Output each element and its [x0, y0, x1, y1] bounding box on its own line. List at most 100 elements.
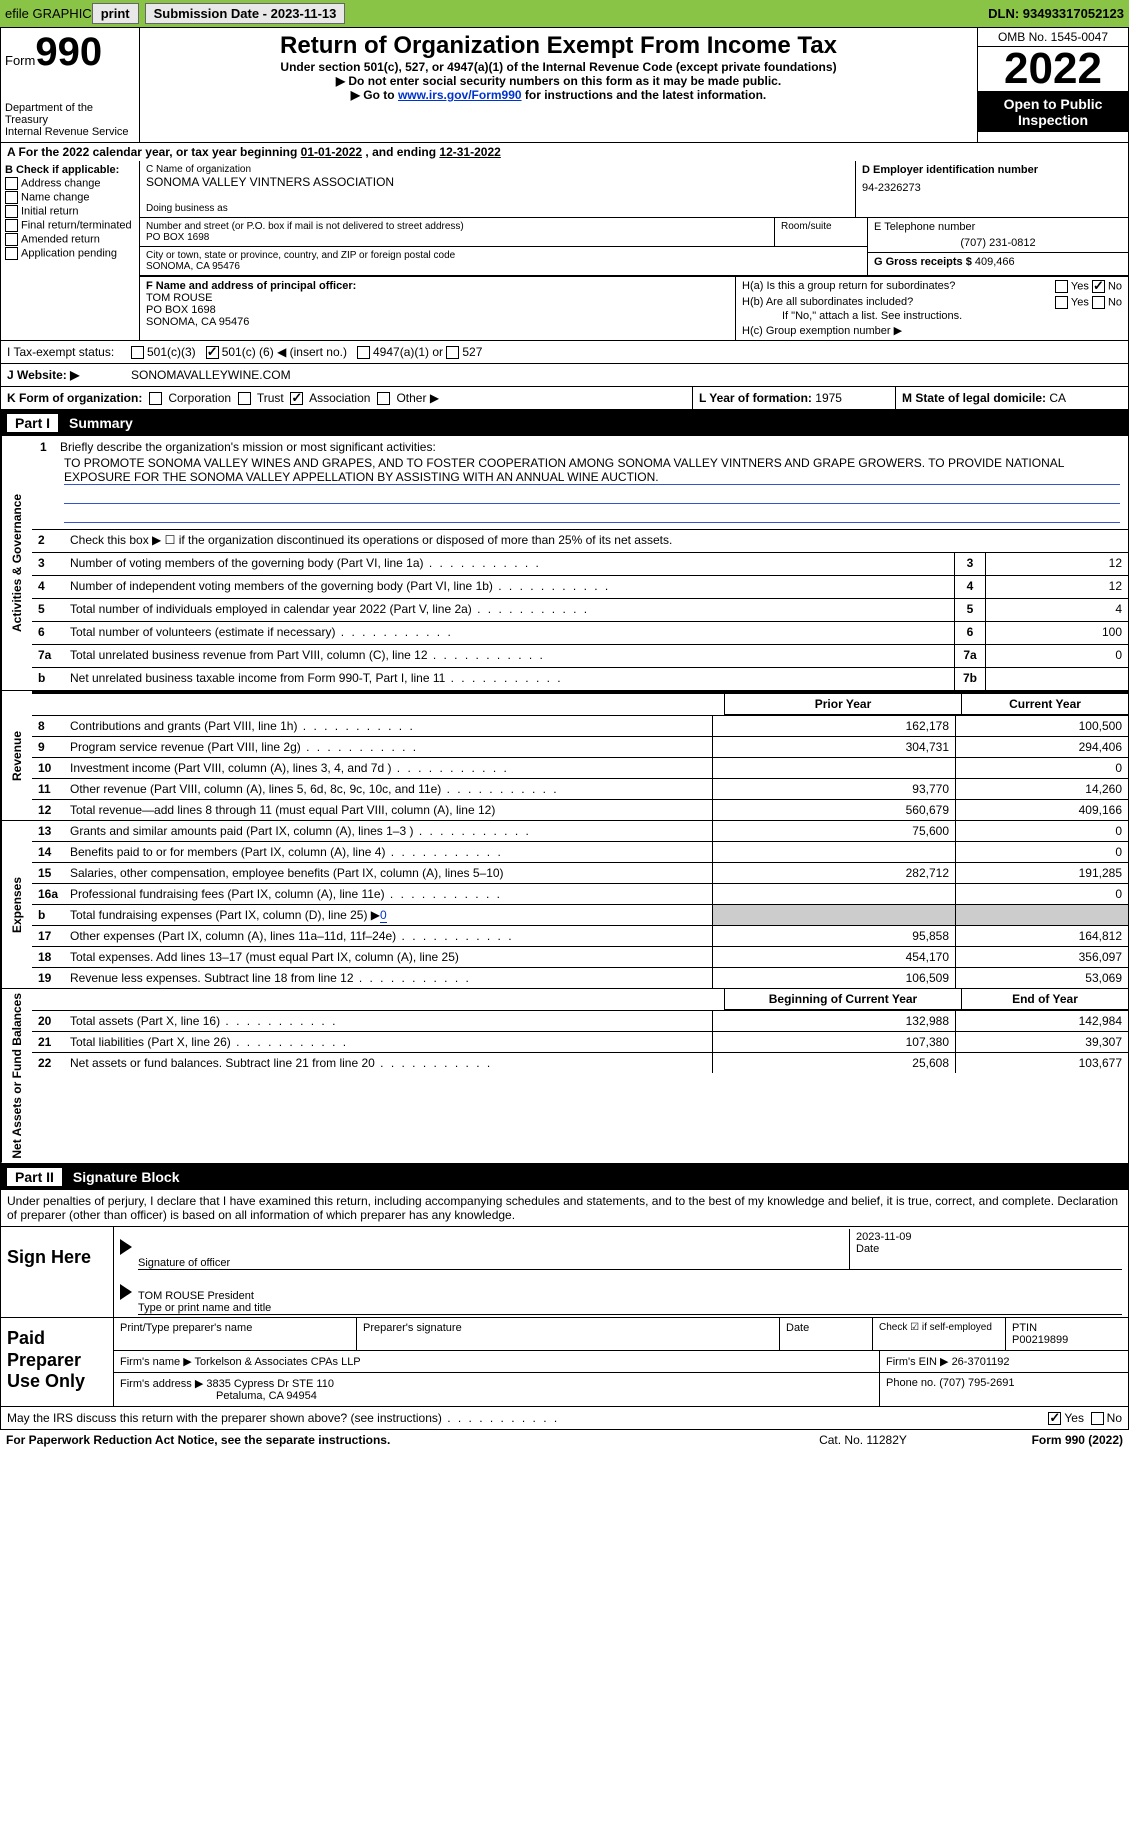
tax-year: 2022: [978, 47, 1128, 92]
line-4-value: 12: [986, 576, 1128, 598]
cat-number: Cat. No. 11282Y: [763, 1433, 963, 1447]
arrow-icon: [120, 1284, 132, 1300]
calendar-year-line: A For the 2022 calendar year, or tax yea…: [0, 143, 1129, 161]
print-button[interactable]: print: [92, 3, 139, 24]
hb-note: If "No," attach a list. See instructions…: [782, 310, 1122, 322]
dept-treasury: Department of the Treasury Internal Reve…: [5, 102, 135, 138]
city-label: City or town, state or province, country…: [146, 250, 861, 261]
paid-preparer-block: Paid Preparer Use Only Print/Type prepar…: [0, 1318, 1129, 1407]
form-word: Form: [5, 53, 35, 68]
line-11-cy: 14,260: [955, 779, 1128, 799]
other-checkbox[interactable]: [377, 392, 390, 405]
arrow-icon: [120, 1239, 132, 1255]
form-org-line: K Form of organization: Corporation Trus…: [0, 387, 1129, 410]
ha-no-checkbox[interactable]: [1092, 280, 1105, 293]
expenses-label: Expenses: [1, 821, 32, 988]
revenue-label: Revenue: [1, 691, 32, 820]
amended-return-checkbox[interactable]: [5, 233, 18, 246]
final-return-checkbox[interactable]: [5, 219, 18, 232]
expenses-section: Expenses 13Grants and similar amounts pa…: [0, 821, 1129, 989]
initial-return-checkbox[interactable]: [5, 205, 18, 218]
line-19-py: 106,509: [712, 968, 955, 988]
city-value: SONOMA, CA 95476: [146, 261, 861, 272]
part-2-header: Part II Signature Block: [0, 1164, 1129, 1190]
preparer-name-label: Print/Type preparer's name: [114, 1318, 357, 1350]
4947-checkbox[interactable]: [357, 346, 370, 359]
state-domicile: CA: [1049, 391, 1066, 405]
irs-link[interactable]: www.irs.gov/Form990: [398, 88, 522, 102]
line-21-cy: 39,307: [955, 1032, 1128, 1052]
preparer-sig-label: Preparer's signature: [357, 1318, 780, 1350]
firm-addr1: 3835 Cypress Dr STE 110: [206, 1378, 334, 1390]
line-20-py: 132,988: [712, 1011, 955, 1031]
dba-label: Doing business as: [146, 203, 849, 214]
hb-no-checkbox[interactable]: [1092, 296, 1105, 309]
form-header: Form990 Department of the Treasury Inter…: [0, 27, 1129, 143]
line-18-py: 454,170: [712, 947, 955, 967]
hb-yes-checkbox[interactable]: [1055, 296, 1068, 309]
preparer-date-label: Date: [780, 1318, 873, 1350]
officer-addr2: SONOMA, CA 95476: [146, 316, 729, 328]
street-label: Number and street (or P.O. box if mail i…: [146, 221, 768, 232]
line-17-py: 95,858: [712, 926, 955, 946]
street-value: PO BOX 1698: [146, 232, 768, 243]
name-change-checkbox[interactable]: [5, 191, 18, 204]
irs-yes-checkbox[interactable]: [1048, 1412, 1061, 1425]
check-if-applicable: B Check if applicable: Address change Na…: [1, 161, 140, 340]
irs-no-checkbox[interactable]: [1091, 1412, 1104, 1425]
line-7a-value: 0: [986, 645, 1128, 667]
ha-label: H(a) Is this a group return for subordin…: [742, 280, 955, 292]
ha-yes-checkbox[interactable]: [1055, 280, 1068, 293]
open-to-public: Open to Public Inspection: [978, 92, 1128, 132]
current-year-header: Current Year: [961, 694, 1128, 715]
activities-governance-label: Activities & Governance: [1, 436, 32, 690]
line-15-cy: 191,285: [955, 863, 1128, 883]
firm-name: Torkelson & Associates CPAs LLP: [195, 1356, 361, 1368]
line-10-py: [712, 758, 955, 778]
line-4-label: Number of independent voting members of …: [68, 576, 954, 598]
sign-here-label: Sign Here: [1, 1227, 114, 1317]
header-info-grid: B Check if applicable: Address change Na…: [0, 161, 1129, 341]
form-title: Return of Organization Exempt From Incom…: [146, 32, 971, 60]
501c-checkbox[interactable]: [206, 346, 219, 359]
line-15-py: 282,712: [712, 863, 955, 883]
begin-year-header: Beginning of Current Year: [724, 989, 961, 1010]
line-9-py: 304,731: [712, 737, 955, 757]
line-17-cy: 164,812: [955, 926, 1128, 946]
submission-date-button[interactable]: Submission Date - 2023-11-13: [145, 3, 346, 24]
sign-here-block: Sign Here Signature of officer 2023-11-0…: [0, 1227, 1129, 1318]
line-16b-value: 0: [380, 908, 387, 923]
officer-signature-field[interactable]: Signature of officer: [138, 1229, 849, 1270]
website-line: J Website: ▶ SONOMAVALLEYWINE.COM: [0, 364, 1129, 387]
line-9-cy: 294,406: [955, 737, 1128, 757]
firm-ein: 26-3701192: [952, 1356, 1010, 1368]
line-3-label: Number of voting members of the governin…: [68, 553, 954, 575]
hc-label: H(c) Group exemption number ▶: [742, 324, 1122, 337]
ein-label: D Employer identification number: [862, 164, 1122, 176]
line-12-py: 560,679: [712, 800, 955, 820]
527-checkbox[interactable]: [446, 346, 459, 359]
line-3-value: 12: [986, 553, 1128, 575]
line-12-cy: 409,166: [955, 800, 1128, 820]
501c3-checkbox[interactable]: [131, 346, 144, 359]
firm-phone: (707) 795-2691: [939, 1377, 1014, 1389]
corp-checkbox[interactable]: [149, 392, 162, 405]
officer-label: F Name and address of principal officer:: [146, 280, 729, 292]
org-name: SONOMA VALLEY VINTNERS ASSOCIATION: [146, 175, 849, 189]
line-18-cy: 356,097: [955, 947, 1128, 967]
line-11-py: 93,770: [712, 779, 955, 799]
assoc-checkbox[interactable]: [290, 392, 303, 405]
address-change-checkbox[interactable]: [5, 177, 18, 190]
application-pending-checkbox[interactable]: [5, 247, 18, 260]
activities-governance-section: Activities & Governance 1Briefly describ…: [0, 436, 1129, 691]
line-8-cy: 100,500: [955, 716, 1128, 736]
year-formation: 1975: [815, 391, 842, 405]
trust-checkbox[interactable]: [238, 392, 251, 405]
phone-value: (707) 231-0812: [874, 237, 1122, 249]
line-20-cy: 142,984: [955, 1011, 1128, 1031]
ein-value: 94-2326273: [862, 182, 1122, 194]
revenue-section: Revenue Prior YearCurrent Year 8Contribu…: [0, 691, 1129, 821]
line-14-py: [712, 842, 955, 862]
website-url: SONOMAVALLEYWINE.COM: [131, 368, 291, 382]
line-7b-label: Net unrelated business taxable income fr…: [68, 668, 954, 690]
